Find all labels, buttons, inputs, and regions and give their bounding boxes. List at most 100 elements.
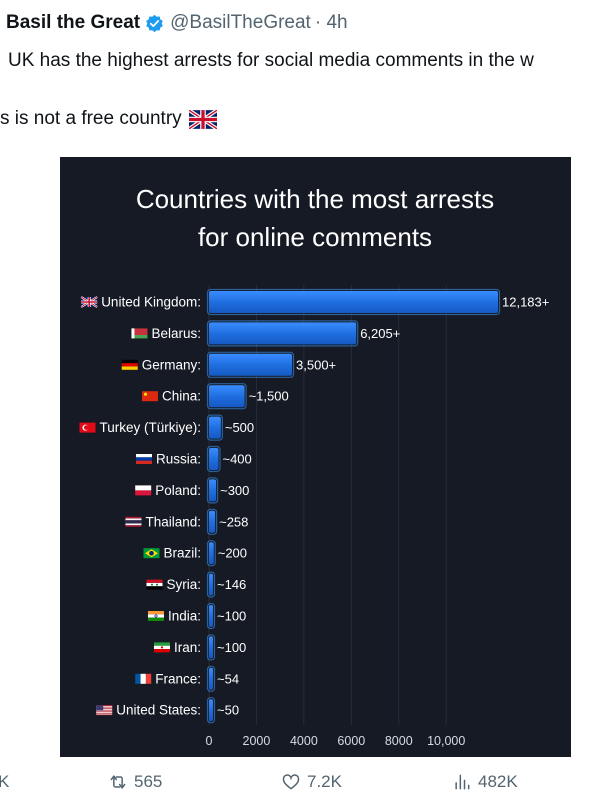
x-tick-label: 10,000 bbox=[427, 734, 465, 748]
value-label: ~400 bbox=[222, 452, 251, 467]
tweet-text-line-2-text: s is not a free country bbox=[0, 108, 182, 129]
value-label: ~500 bbox=[225, 420, 254, 435]
bar-glow bbox=[206, 665, 216, 692]
india-flag-icon bbox=[147, 611, 164, 621]
bar bbox=[209, 385, 245, 408]
value-label: ~54 bbox=[217, 671, 239, 686]
bar bbox=[209, 636, 213, 659]
value-label: 6,205+ bbox=[360, 326, 400, 341]
view-count: 482K bbox=[478, 772, 518, 791]
bar-row: France: ~54 bbox=[135, 665, 239, 692]
poland-flag-icon bbox=[135, 485, 152, 496]
bar bbox=[209, 667, 213, 690]
bar-glow bbox=[206, 571, 216, 598]
bar-row: Iran: ~100 bbox=[153, 634, 246, 661]
brazil-flag-icon bbox=[143, 548, 160, 559]
chart-image[interactable]: Countries with the most arrests for onli… bbox=[60, 157, 571, 757]
syria-flag-icon bbox=[146, 579, 163, 590]
chart-title-line-1: Countries with the most arrests bbox=[136, 184, 494, 214]
bar-glow bbox=[206, 351, 295, 378]
x-tick-label: 6000 bbox=[337, 734, 365, 748]
x-tick-label: 0 bbox=[206, 734, 213, 748]
bar bbox=[209, 542, 214, 565]
bar-glow bbox=[206, 540, 216, 567]
tweet-header: Basil the Great @BasilTheGreat · 4h bbox=[6, 10, 348, 36]
value-label: ~100 bbox=[217, 640, 246, 655]
bar-row: Thailand: ~258 bbox=[125, 508, 248, 535]
value-label: ~200 bbox=[218, 546, 247, 561]
bar-row: Turkey (Türkiye): ~500 bbox=[79, 414, 254, 441]
turkey-flag-icon bbox=[79, 422, 96, 433]
views-chart-icon bbox=[455, 774, 470, 790]
reply-button[interactable]: K bbox=[0, 772, 9, 792]
bar-glow bbox=[206, 320, 359, 347]
china-flag-icon bbox=[141, 391, 158, 402]
bar-glow bbox=[206, 697, 216, 724]
bar bbox=[209, 479, 217, 502]
value-label: ~1,500 bbox=[249, 389, 289, 404]
category-label: United Kingdom: bbox=[101, 295, 201, 310]
bar-row: Belarus: 6,205+ bbox=[131, 320, 400, 347]
france-flag-icon bbox=[135, 673, 152, 684]
author-name[interactable]: Basil the Great bbox=[6, 12, 141, 33]
value-label: 3,500+ bbox=[296, 357, 336, 372]
thailand-flag-icon bbox=[125, 516, 142, 527]
category-label: United States: bbox=[116, 703, 201, 718]
bar bbox=[209, 353, 293, 376]
value-label: ~300 bbox=[220, 483, 249, 498]
bar-row: India: ~100 bbox=[147, 602, 246, 630]
heart-icon bbox=[282, 774, 300, 790]
tweet-text-line-1: UK has the highest arrests for social me… bbox=[8, 50, 534, 71]
bar bbox=[209, 416, 221, 439]
bar-glow bbox=[206, 508, 218, 535]
bar-glow bbox=[206, 445, 221, 473]
bar bbox=[209, 605, 213, 627]
bar-row: Poland: ~300 bbox=[135, 477, 249, 504]
retweet-button[interactable]: 565 bbox=[108, 772, 162, 792]
bar bbox=[209, 699, 213, 722]
views-button[interactable]: 482K bbox=[452, 772, 518, 792]
x-tick-label: 8000 bbox=[385, 734, 413, 748]
chart-title-line-2: for online comments bbox=[198, 222, 432, 252]
bar bbox=[209, 510, 216, 533]
bar-row: United States: ~50 bbox=[96, 697, 239, 724]
author-handle[interactable]: @BasilTheGreat bbox=[170, 12, 311, 33]
x-tick-label: 2000 bbox=[243, 734, 271, 748]
like-button[interactable]: 7.2K bbox=[281, 772, 342, 792]
category-label: Iran: bbox=[174, 640, 201, 655]
like-count: 7.2K bbox=[307, 772, 342, 791]
category-label: Russia: bbox=[156, 452, 201, 467]
tweet-text-line-2: s is not a free country bbox=[0, 108, 217, 130]
value-label: ~146 bbox=[217, 577, 246, 592]
germany-flag-icon bbox=[121, 359, 138, 370]
bar bbox=[209, 291, 498, 313]
category-label: Brazil: bbox=[163, 546, 201, 561]
value-label: ~100 bbox=[217, 609, 246, 624]
uk-flag-icon bbox=[80, 296, 98, 308]
retweet-count: 565 bbox=[134, 772, 163, 791]
category-label: France: bbox=[155, 671, 201, 686]
bar-row: Russia: ~400 bbox=[135, 445, 252, 473]
reply-count: K bbox=[0, 772, 10, 791]
bar-glow bbox=[206, 602, 216, 630]
category-label: Poland: bbox=[155, 483, 201, 498]
post-time[interactable]: · 4h bbox=[314, 12, 348, 33]
bar-glow bbox=[206, 477, 219, 504]
category-label: India: bbox=[168, 609, 201, 624]
bar bbox=[209, 448, 219, 470]
value-label: ~258 bbox=[219, 514, 248, 529]
bar-glow bbox=[206, 414, 223, 441]
bar-row: Brazil: ~200 bbox=[143, 540, 247, 567]
russia-flag-icon bbox=[135, 454, 152, 464]
iran-flag-icon bbox=[153, 642, 170, 653]
usa-flag-icon bbox=[96, 705, 113, 716]
value-label: ~50 bbox=[217, 703, 239, 718]
tweet-actions: K 565 7.2K 482K bbox=[0, 772, 605, 796]
category-label: Germany: bbox=[142, 357, 201, 372]
category-label: Syria: bbox=[166, 577, 201, 592]
category-label: Turkey (Türkiye): bbox=[99, 420, 201, 435]
retweet-icon bbox=[110, 775, 126, 789]
bar bbox=[209, 573, 213, 596]
verified-badge-icon bbox=[146, 14, 163, 32]
value-label: 12,183+ bbox=[502, 295, 549, 310]
